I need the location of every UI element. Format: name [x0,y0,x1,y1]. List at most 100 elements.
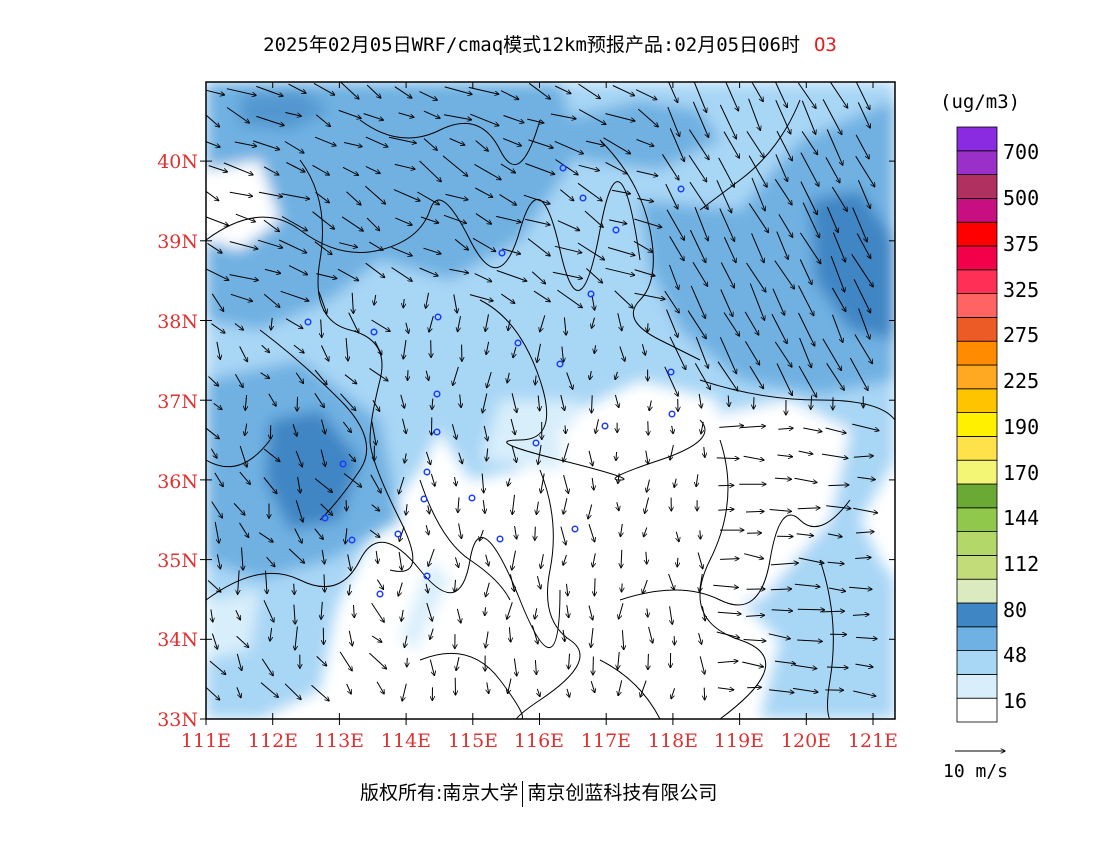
legend-label-190: 190 [1003,415,1040,439]
legend-label-375: 375 [1003,232,1040,256]
wind-arrow [697,552,703,569]
wind-arrow [527,238,550,256]
wind-arrow [560,526,566,545]
wind-arrow [404,453,406,464]
wind-arrow [528,139,554,148]
wind-arrow [242,547,244,571]
wind-arrow [399,526,405,542]
wind-arrow [853,456,873,458]
legend-swatch [956,174,998,199]
wind-arrow [826,206,838,233]
wind-arrow [371,504,380,511]
wind-arrow [487,371,492,388]
wind-arrow [514,658,516,677]
wind-arrow [647,608,648,618]
wind-arrow [482,393,488,413]
wind-arrow [552,271,583,278]
wind-arrow [694,207,708,241]
wind-arrow [648,323,649,332]
wind-arrow [720,262,734,289]
wind-arrow [369,367,389,381]
wind-arrow [745,511,764,512]
wind-arrow [294,604,295,625]
wind-arrow [614,394,618,408]
wind-arrow [479,529,484,541]
wind-arrow [855,82,870,109]
legend-swatch [956,221,998,247]
wind-arrow [557,220,580,231]
legend-swatch [956,388,998,413]
wind-arrow [538,444,542,464]
legend-label-500: 500 [1003,186,1040,210]
wind-arrow [420,216,439,223]
wind-arrow [348,630,352,646]
wind-arrow [226,107,249,124]
wind-arrow [453,294,457,313]
wind-arrow [560,394,565,411]
wind-arrow [239,522,249,538]
lat-label-34n: 34N [157,629,198,651]
wind-arrow [475,187,493,197]
wind-arrow [292,424,297,436]
wind-arrow [677,557,678,567]
wind-arrow [620,523,622,537]
wind-arrow [376,550,378,564]
wind-arrow [455,579,456,592]
lat-label-35n: 35N [157,550,198,572]
wind-arrow [348,312,359,333]
legend-swatch [956,697,998,723]
wind-arrow [688,129,709,160]
wind-arrow [426,525,429,535]
wind-arrow [696,474,698,486]
wind-arrow [426,292,429,308]
wind-arrow [364,185,385,204]
wind-arrow [769,510,792,512]
wind-arrow [528,82,550,99]
wind-arrow [826,363,845,390]
wind-arrow [312,164,330,175]
wind-arrow [535,375,536,385]
wind-arrow [229,191,253,196]
wind-arrow [400,394,405,408]
legend-swatch [956,674,998,699]
wind-arrow [211,293,224,312]
wind-arrow [399,476,405,494]
wind-arrow [748,203,768,233]
wind-arrow [826,667,848,668]
wind-arrow [500,163,516,173]
wind-arrow [315,191,330,202]
wind-arrow [588,524,595,542]
wind-arrow [794,664,816,668]
wind-arrow [211,501,223,518]
wind-arrow [398,551,402,570]
wind-arrow [342,166,359,175]
wind-arrow [746,262,766,292]
wind-arrow [536,575,540,589]
wind-arrow [285,318,303,329]
wind-arrow [214,521,219,543]
lon-label-117e: 117E [581,730,631,752]
wind-arrow [511,445,517,463]
wind-arrow [538,395,540,411]
latitude-labels: 33N 34N 35N 36N 37N 38N 39N 40N [157,151,198,731]
legend-label-275: 275 [1003,323,1040,347]
wind-arrow [559,189,574,201]
wind-arrow [590,371,592,380]
wind-arrow [502,248,520,254]
wind-arrow [419,91,438,101]
wind-arrow [720,559,739,560]
wind-arrow [609,219,627,224]
wind-arrow [469,294,493,301]
wind-arrow [640,680,647,698]
wind-arrow [455,477,457,486]
wind-arrow [449,138,465,146]
legend-swatch [956,269,998,294]
wind-arrow [700,530,701,539]
wind-arrow [404,635,407,648]
wind-arrow [513,346,516,358]
wind-arrow [716,458,739,459]
wind-arrow [856,637,877,638]
wind-arrow [344,374,357,384]
lon-label-112e: 112E [248,730,298,752]
wind-arrow [669,128,684,161]
